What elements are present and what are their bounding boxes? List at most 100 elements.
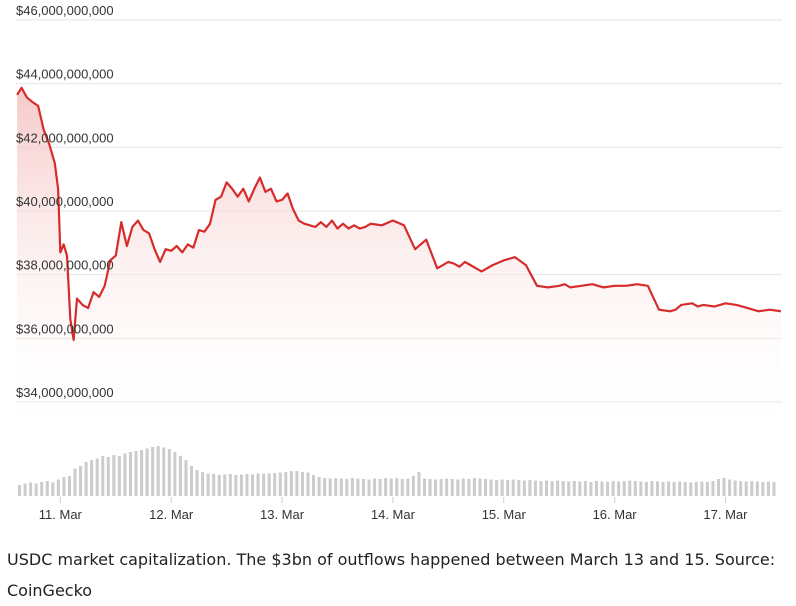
volume-bar — [411, 476, 415, 496]
volume-bar — [683, 482, 687, 496]
volume-bar — [578, 481, 582, 496]
y-tick-label: $34,000,000,000 — [16, 385, 114, 400]
volume-bar — [234, 475, 238, 496]
volume-bar — [73, 468, 77, 496]
volume-bar — [389, 478, 393, 496]
x-tick-label: 12. Mar — [149, 507, 194, 522]
volume-bar — [201, 472, 205, 496]
volume-bar — [278, 472, 282, 496]
volume-bar — [511, 479, 515, 496]
volume-bar — [123, 453, 127, 496]
volume-bar — [445, 478, 449, 496]
volume-bar — [728, 479, 732, 496]
volume-bar — [639, 481, 643, 496]
volume-bar — [312, 475, 316, 496]
volume-bar — [722, 478, 726, 496]
volume-bar — [212, 474, 216, 496]
volume-bar — [339, 478, 343, 496]
volume-bar — [40, 482, 44, 496]
volume-bar — [589, 482, 593, 496]
volume-bar — [117, 456, 121, 496]
volume-bar — [528, 480, 532, 496]
volume-bar — [256, 473, 260, 496]
volume-bar — [373, 478, 377, 496]
volume-bar — [689, 482, 693, 496]
volume-bar — [472, 478, 476, 496]
volume-bar — [561, 481, 565, 496]
volume-bar — [622, 481, 626, 496]
volume-bar — [483, 479, 488, 496]
volume-bar — [62, 477, 66, 496]
volume-bar — [716, 479, 721, 496]
volume-bar — [350, 478, 354, 496]
volume-bar — [417, 472, 421, 496]
volume-bar — [428, 479, 432, 496]
volume-bar — [195, 470, 199, 496]
volume-bar — [434, 479, 438, 496]
volume-bar — [67, 476, 71, 496]
volume-bar — [300, 472, 304, 496]
volume-bar — [189, 466, 194, 496]
x-tick-label: 15. Mar — [482, 507, 527, 522]
volume-bar — [262, 474, 266, 496]
volume-bar — [284, 472, 288, 496]
x-tick-label: 17. Mar — [703, 507, 748, 522]
volume-bar — [145, 448, 149, 496]
volume-bar — [151, 447, 155, 496]
volume-bar — [772, 482, 776, 496]
volume-bar — [700, 481, 704, 496]
volume-bar — [367, 479, 371, 496]
volume-bar — [162, 447, 166, 496]
y-tick-label: $36,000,000,000 — [16, 321, 114, 336]
volume-bar — [478, 478, 482, 496]
volume-bar — [273, 473, 277, 496]
volume-bar — [328, 478, 332, 496]
volume-bar — [134, 451, 138, 496]
volume-bar — [705, 482, 709, 496]
volume-bar — [334, 478, 338, 496]
volume-bar — [250, 474, 255, 496]
volume-bar — [694, 482, 698, 496]
volume-bar — [594, 481, 598, 496]
volume-bar — [572, 481, 576, 496]
volume-bar — [90, 460, 94, 496]
volume-bar — [489, 479, 493, 496]
volume-bar — [317, 477, 321, 496]
volume-bar — [439, 479, 443, 496]
volume-bar — [550, 481, 554, 496]
market-cap-chart: $46,000,000,000 $44,000,000,000 $42,000,00… — [16, 3, 782, 522]
volume-bar — [744, 481, 748, 496]
y-tick-label: $38,000,000,000 — [16, 258, 114, 273]
volume-bar — [206, 473, 210, 496]
volume-bar — [45, 481, 49, 496]
volume-bar — [655, 481, 660, 496]
y-axis-labels: $46,000,000,000 $44,000,000,000 $42,000,00… — [16, 3, 114, 400]
volume-bar — [178, 456, 182, 496]
market-cap-area — [17, 87, 781, 444]
volume-bar — [289, 471, 293, 496]
x-tick-label: 16. Mar — [593, 507, 638, 522]
volume-bar — [711, 481, 715, 496]
volume-bar — [567, 481, 571, 496]
volume-bar — [517, 480, 521, 496]
volume-bar — [384, 478, 388, 496]
volume-bar — [761, 482, 765, 496]
volume-bar — [56, 479, 60, 496]
volume-bar — [223, 474, 227, 496]
volume-bar — [506, 480, 510, 496]
volume-bar — [95, 458, 99, 496]
volume-bar — [51, 482, 55, 496]
volume-bar — [23, 483, 27, 496]
volume-bar — [217, 475, 221, 496]
volume-bar — [345, 479, 349, 496]
volume-bar — [84, 462, 88, 496]
volume-bar — [600, 481, 604, 496]
volume-bar — [606, 482, 610, 496]
x-tick-label: 13. Mar — [260, 507, 305, 522]
volume-bar — [378, 479, 382, 496]
x-tick-label: 14. Mar — [371, 507, 416, 522]
volume-bar — [106, 457, 110, 496]
volume-bar — [18, 485, 22, 496]
volume-bar — [356, 478, 360, 496]
volume-bar — [661, 482, 665, 496]
